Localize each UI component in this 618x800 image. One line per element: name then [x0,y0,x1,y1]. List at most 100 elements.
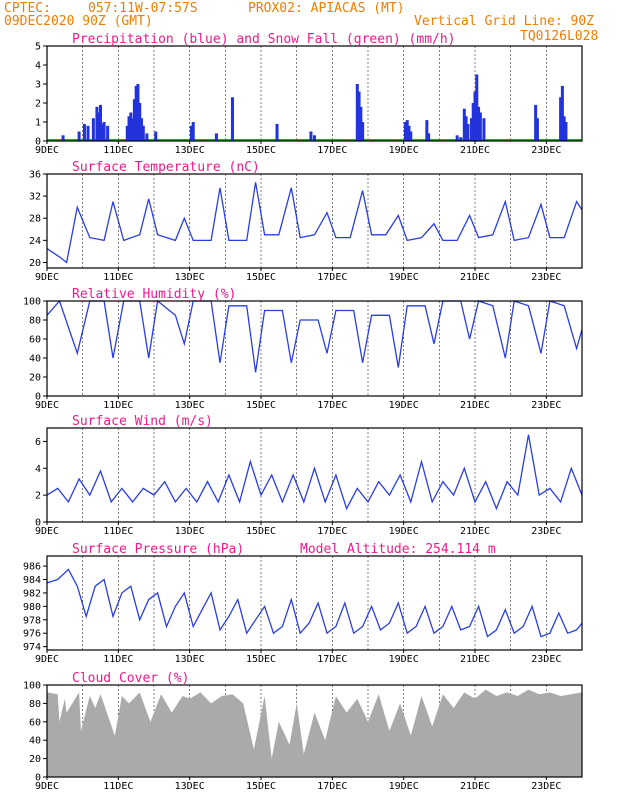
precip-bar [482,118,486,141]
precip-bar [564,122,568,141]
y-tick-label: 4 [35,61,41,72]
panel-3: 0 20 40 60 80 100 9DEC 11DEC 13DEC 15DEC 17DEC 19DE… [23,287,583,411]
precip-bar [100,123,104,141]
panel-title: Precipitation (blue) and Snow Fall (gree… [72,32,456,47]
precip-bar [154,131,158,141]
x-tick-label: 23DEC [531,272,561,283]
x-tick-label: 11DEC [103,654,133,665]
x-tick-label: 11DEC [103,781,133,792]
y-tick-label: 0 [35,137,41,148]
precip-bar [214,133,218,141]
precip-bar [361,122,365,141]
x-tick-label: 11DEC [103,145,133,156]
series-line [46,568,583,638]
y-tick-label: 1 [35,118,41,129]
panel-6: 0 20 40 60 80 100 9DEC 11DEC 13DEC 15DEC 17DEC 19DE… [23,671,583,792]
header-source: CPTEC: [4,1,51,16]
y-tick-label: 80 [29,699,41,710]
x-tick-label: 21DEC [460,654,490,665]
y-tick-label: 3 [35,80,41,91]
y-tick-label: 2 [35,99,41,110]
x-tick-label: 11DEC [103,526,133,537]
header-station: PROX02: APIACAS (MT) [248,1,405,16]
precip-bar [230,97,234,141]
panel-frame [46,684,583,778]
precip-bar [127,116,131,141]
x-tick-label: 11DEC [103,272,133,283]
precip-bar [77,131,81,141]
x-tick-label: 9DEC [35,400,59,411]
y-tick-label: 2 [35,491,41,502]
x-tick-label: 15DEC [246,781,276,792]
x-tick-label: 23DEC [531,400,561,411]
x-tick-label: 9DEC [35,781,59,792]
precip-bar [403,122,407,141]
precip-bar [132,99,136,141]
precip-bar [91,118,95,141]
precip-bar [95,106,99,141]
precip-bar [359,106,363,141]
precip-bar [125,125,129,141]
y-tick-label: 60 [29,717,41,728]
x-tick-label: 13DEC [175,781,205,792]
y-tick-label: 20 [29,754,41,765]
precip-bar [405,120,409,141]
precip-bar [102,122,106,141]
x-tick-label: 19DEC [389,400,419,411]
precip-bar [61,135,65,141]
y-tick-label: 80 [29,316,41,327]
y-tick-label: 0 [35,773,41,784]
precip-bar [141,125,145,141]
precip-bar [136,84,140,141]
x-tick-label: 17DEC [317,781,347,792]
x-tick-label: 13DEC [175,654,205,665]
precip-bar [477,106,481,141]
x-tick-label: 23DEC [531,526,561,537]
header-coordinates: 057:11W-07:57S [88,1,198,16]
y-tick-label: 4 [35,464,41,475]
y-tick-label: 28 [29,214,41,225]
y-tick-label: 40 [29,354,41,365]
x-tick-label: 19DEC [389,526,419,537]
x-tick-label: 9DEC [35,145,59,156]
precip-bar [469,118,473,141]
y-tick-label: 6 [35,437,41,448]
precip-bar [407,125,411,141]
precip-bar [455,135,459,141]
y-tick-label: 5 [35,42,41,53]
panel-1: 0 1 2 3 4 5 9DEC 11DEC 13DEC 15DEC 17DEC 19DEC 21DEC… [35,32,583,156]
x-tick-label: 21DEC [460,781,490,792]
panel-5: 974 976 978 980 982 984 986 9DEC 11DEC 13DEC 15DEC… [23,542,583,665]
panel-title: Surface Temperature (nC) [72,160,260,175]
y-tick-label: 980 [23,602,41,613]
x-tick-label: 15DEC [246,654,276,665]
precip-bar [357,91,361,141]
precip-bar [475,74,479,141]
panel-title: Surface Pressure (hPa) [72,542,244,557]
y-tick-label: 60 [29,335,41,346]
model-altitude: Model Altitude: 254.114 m [300,542,496,557]
precip-bar [191,122,195,141]
x-tick-label: 19DEC [389,781,419,792]
precip-bar [535,118,539,141]
y-tick-label: 986 [23,562,41,573]
x-tick-label: 21DEC [460,145,490,156]
x-tick-label: 9DEC [35,272,59,283]
precip-bar [473,91,477,141]
precip-bar [409,131,413,141]
precip-bar [275,123,279,141]
precip-bar [534,104,538,141]
precip-bar [97,112,101,141]
x-tick-label: 17DEC [317,145,347,156]
x-tick-label: 15DEC [246,400,276,411]
x-tick-label: 17DEC [317,272,347,283]
panel-frame [46,427,583,523]
y-tick-label: 100 [23,297,41,308]
x-tick-label: 13DEC [175,400,205,411]
x-tick-label: 23DEC [531,145,561,156]
precip-bar [86,125,90,141]
precip-bar [464,116,468,141]
panel-frame [46,555,583,651]
precip-bar [427,133,431,141]
header-date: 09DEC2020 90Z (GMT) [4,14,153,29]
